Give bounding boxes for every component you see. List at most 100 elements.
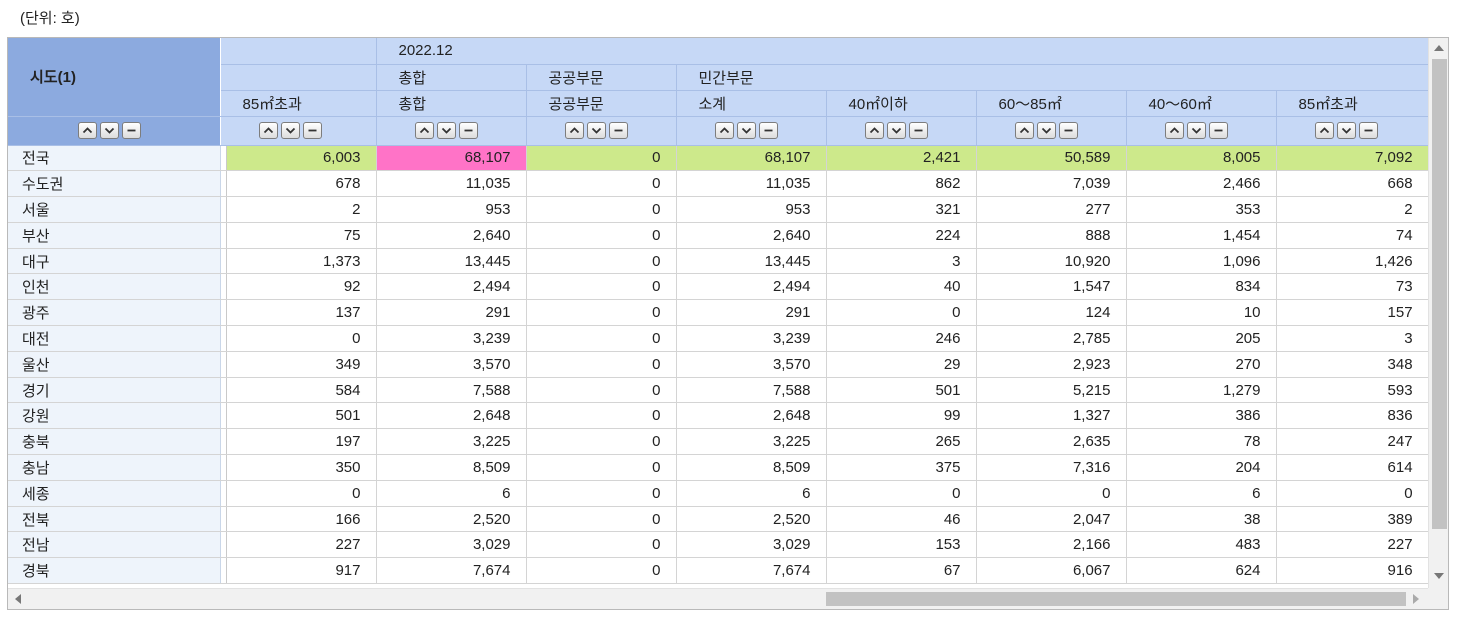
stub-sort-controls [8, 116, 221, 146]
sort-ascending-icon[interactable] [1314, 122, 1334, 140]
sort-descending-icon[interactable] [736, 122, 756, 140]
table-cell: 0 [226, 325, 377, 352]
column-sort-controls [976, 116, 1127, 146]
row-label: 세종 [8, 480, 221, 507]
collapse-icon[interactable] [758, 122, 778, 140]
table-row: 부산 75 2,640 0 2,640 224 888 1,454 74 [8, 222, 1428, 249]
table-cell: 40 [826, 273, 977, 301]
table-cell: 321 [826, 196, 977, 223]
sort-descending-icon[interactable] [436, 122, 456, 140]
sort-ascending-icon[interactable] [1014, 122, 1034, 140]
table-cell: 3,225 [376, 428, 527, 456]
sort-descending-icon[interactable] [1336, 122, 1356, 140]
sort-descending-icon[interactable] [1186, 122, 1206, 140]
row-label: 대구 [8, 248, 221, 275]
collapse-icon[interactable] [1208, 122, 1228, 140]
table-cell: 270 [1126, 351, 1277, 378]
table-cell: 137 [226, 299, 377, 327]
table-cell: 11,035 [676, 170, 827, 198]
table-row: 전북 166 2,520 0 2,520 46 2,047 38 389 [8, 506, 1428, 533]
table-cell: 99 [826, 402, 977, 430]
table-row: 경북 917 7,674 0 7,674 67 6,067 624 916 [8, 557, 1428, 585]
column-sort-controls [1276, 116, 1428, 146]
table-cell: 68,107 [676, 145, 827, 172]
vertical-scrollbar[interactable] [1428, 38, 1448, 589]
table-cell: 2,635 [976, 428, 1127, 456]
collapse-icon[interactable] [1358, 122, 1378, 140]
collapse-icon[interactable] [608, 122, 628, 140]
sort-descending-icon[interactable] [886, 122, 906, 140]
row-gap [220, 351, 227, 378]
scroll-left-arrow-icon[interactable] [15, 594, 21, 604]
sort-descending-icon[interactable] [586, 122, 606, 140]
table-cell: 0 [526, 506, 677, 533]
sort-ascending-icon[interactable] [714, 122, 734, 140]
sort-ascending-icon[interactable] [1164, 122, 1184, 140]
table-row: 전남 227 3,029 0 3,029 153 2,166 483 227 [8, 531, 1428, 559]
collapse-icon[interactable] [458, 122, 478, 140]
table-cell: 0 [526, 454, 677, 481]
table-cell: 78 [1126, 428, 1277, 456]
table-cell: 888 [976, 222, 1127, 249]
unit-label: (단위: 호) [20, 10, 80, 27]
table-cell: 2,166 [976, 531, 1127, 559]
row-label: 부산 [8, 222, 221, 249]
column-header: 40～60㎡ [1126, 90, 1277, 117]
sort-ascending-icon[interactable] [258, 122, 278, 140]
sort-ascending-icon[interactable] [864, 122, 884, 140]
table-cell: 593 [1276, 377, 1428, 404]
table-cell: 2,520 [676, 506, 827, 533]
sort-ascending-icon[interactable] [414, 122, 434, 140]
column-header: 40㎡이하 [826, 90, 977, 117]
scroll-right-arrow-icon[interactable] [1413, 594, 1419, 604]
table-cell: 953 [676, 196, 827, 223]
pivot-table: 시도(1) 2022.12 총합 공공부문 민간부문 85㎡초과 총합 공공부문 소계 40㎡이하… [8, 38, 1428, 585]
sort-ascending-icon[interactable] [78, 122, 97, 140]
table-cell: 0 [526, 273, 677, 301]
row-gap [220, 377, 227, 404]
row-gap [220, 273, 227, 301]
table-cell: 38 [1126, 506, 1277, 533]
header-group-public: 공공부문 [526, 64, 677, 91]
sort-ascending-icon[interactable] [564, 122, 584, 140]
collapse-icon[interactable] [122, 122, 141, 140]
row-label: 인천 [8, 273, 221, 301]
vertical-scroll-thumb[interactable] [1432, 59, 1447, 529]
table-row: 수도권 678 11,035 0 11,035 862 7,039 2,466 668 [8, 170, 1428, 198]
table-cell: 1,547 [976, 273, 1127, 301]
table-cell: 834 [1126, 273, 1277, 301]
sort-descending-icon[interactable] [280, 122, 300, 140]
table-cell: 1,327 [976, 402, 1127, 430]
table-cell: 0 [526, 145, 677, 172]
collapse-icon[interactable] [908, 122, 928, 140]
row-label: 경기 [8, 377, 221, 404]
table-cell: 916 [1276, 557, 1428, 585]
table-cell: 349 [226, 351, 377, 378]
row-gap [220, 325, 227, 352]
table-cell: 5,215 [976, 377, 1127, 404]
table-row: 세종 0 6 0 6 0 0 6 0 [8, 480, 1428, 507]
sort-descending-icon[interactable] [1036, 122, 1056, 140]
horizontal-scrollbar[interactable] [8, 588, 1428, 609]
table-cell: 1,096 [1126, 248, 1277, 275]
row-label: 대전 [8, 325, 221, 352]
collapse-icon[interactable] [302, 122, 322, 140]
table-cell: 92 [226, 273, 377, 301]
column-header: 공공부문 [526, 90, 677, 117]
table-cell: 157 [1276, 299, 1428, 327]
table-cell: 67 [826, 557, 977, 585]
table-cell: 6 [376, 480, 527, 507]
sort-descending-icon[interactable] [100, 122, 119, 140]
table-cell: 3,225 [676, 428, 827, 456]
table-cell: 0 [526, 531, 677, 559]
horizontal-scroll-thumb[interactable] [826, 592, 1406, 606]
collapse-icon[interactable] [1058, 122, 1078, 140]
table-cell: 0 [526, 428, 677, 456]
row-label: 전국 [8, 145, 221, 172]
scroll-up-arrow-icon[interactable] [1434, 45, 1444, 51]
header-blank-mid [220, 64, 377, 91]
table-row: 대전 0 3,239 0 3,239 246 2,785 205 3 [8, 325, 1428, 352]
table-cell: 6,067 [976, 557, 1127, 585]
scroll-down-arrow-icon[interactable] [1434, 573, 1444, 579]
table-cell: 50,589 [976, 145, 1127, 172]
